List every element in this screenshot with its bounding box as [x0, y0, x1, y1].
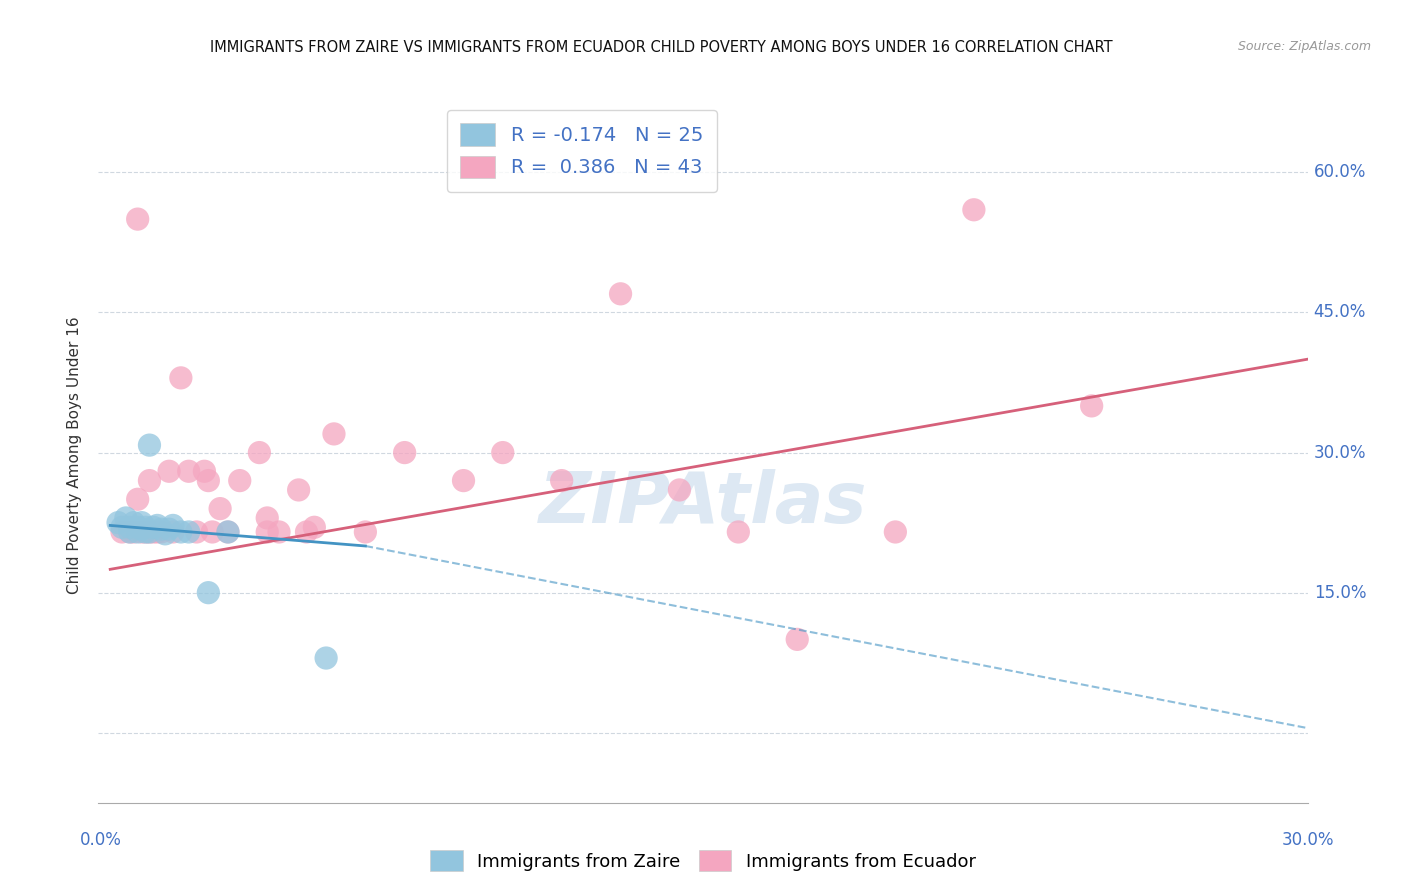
Point: [256, 511, 278, 525]
Point: [138, 524, 160, 539]
Point: [550, 474, 572, 488]
Point: [135, 524, 157, 539]
Point: [131, 524, 153, 539]
Point: [186, 524, 208, 539]
Point: [142, 520, 165, 534]
Point: [127, 520, 149, 534]
Point: [177, 464, 200, 478]
Point: [142, 524, 165, 539]
Point: [118, 520, 141, 534]
Point: [492, 445, 515, 459]
Point: [111, 520, 134, 534]
Legend: R = -0.174   N = 25, R =  0.386   N = 43: R = -0.174 N = 25, R = 0.386 N = 43: [447, 110, 717, 192]
Text: 15.0%: 15.0%: [1313, 583, 1367, 602]
Point: [884, 524, 907, 539]
Point: [177, 524, 200, 539]
Point: [229, 474, 252, 488]
Point: [201, 524, 224, 539]
Point: [107, 516, 129, 530]
Point: [193, 464, 215, 478]
Text: 60.0%: 60.0%: [1313, 163, 1367, 181]
Point: [295, 524, 318, 539]
Point: [131, 516, 153, 530]
Point: [131, 522, 153, 536]
Point: [394, 445, 416, 459]
Text: ZIPAtlas: ZIPAtlas: [538, 469, 868, 538]
Text: 30.0%: 30.0%: [1281, 831, 1334, 849]
Point: [115, 511, 138, 525]
Point: [157, 464, 180, 478]
Point: [247, 445, 270, 459]
Point: [138, 524, 160, 539]
Legend: Immigrants from Zaire, Immigrants from Ecuador: Immigrants from Zaire, Immigrants from E…: [423, 843, 983, 879]
Point: [153, 526, 176, 541]
Point: [162, 524, 184, 539]
Text: 30.0%: 30.0%: [1313, 443, 1367, 461]
Point: [150, 524, 173, 539]
Text: IMMIGRANTS FROM ZAIRE VS IMMIGRANTS FROM ECUADOR CHILD POVERTY AMONG BOYS UNDER : IMMIGRANTS FROM ZAIRE VS IMMIGRANTS FROM…: [209, 40, 1112, 55]
Point: [267, 524, 290, 539]
Point: [256, 524, 278, 539]
Point: [304, 520, 326, 534]
Point: [217, 524, 239, 539]
Text: 45.0%: 45.0%: [1313, 303, 1367, 321]
Point: [963, 202, 986, 217]
Point: [138, 438, 160, 452]
Point: [146, 524, 169, 539]
Point: [197, 585, 219, 599]
Point: [135, 524, 157, 539]
Point: [127, 212, 149, 227]
Point: [170, 371, 193, 385]
Point: [786, 632, 808, 647]
Point: [453, 474, 475, 488]
Point: [209, 501, 232, 516]
Point: [127, 524, 149, 539]
Text: Source: ZipAtlas.com: Source: ZipAtlas.com: [1237, 40, 1371, 54]
Point: [118, 524, 141, 539]
Point: [127, 492, 149, 507]
Point: [609, 286, 631, 301]
Point: [146, 518, 169, 533]
Point: [727, 524, 749, 539]
Point: [157, 522, 180, 536]
Point: [162, 518, 184, 533]
Point: [1080, 399, 1102, 413]
Point: [668, 483, 690, 497]
Point: [197, 474, 219, 488]
Point: [135, 520, 157, 534]
Point: [138, 474, 160, 488]
Point: [287, 483, 309, 497]
Point: [354, 524, 377, 539]
Point: [323, 426, 346, 441]
Point: [122, 516, 145, 530]
Point: [217, 524, 239, 539]
Point: [170, 524, 193, 539]
Point: [150, 522, 173, 536]
Y-axis label: Child Poverty Among Boys Under 16: Child Poverty Among Boys Under 16: [67, 316, 83, 594]
Point: [111, 524, 134, 539]
Point: [122, 524, 145, 539]
Point: [315, 651, 337, 665]
Text: 0.0%: 0.0%: [80, 831, 122, 849]
Point: [118, 524, 141, 539]
